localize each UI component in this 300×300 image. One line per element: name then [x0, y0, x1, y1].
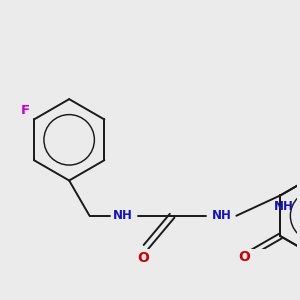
Text: NH: NH [212, 209, 231, 222]
Text: NH: NH [113, 209, 133, 222]
Text: O: O [238, 250, 250, 264]
Text: NH: NH [274, 200, 293, 213]
Text: O: O [137, 251, 149, 265]
Text: F: F [20, 104, 30, 117]
